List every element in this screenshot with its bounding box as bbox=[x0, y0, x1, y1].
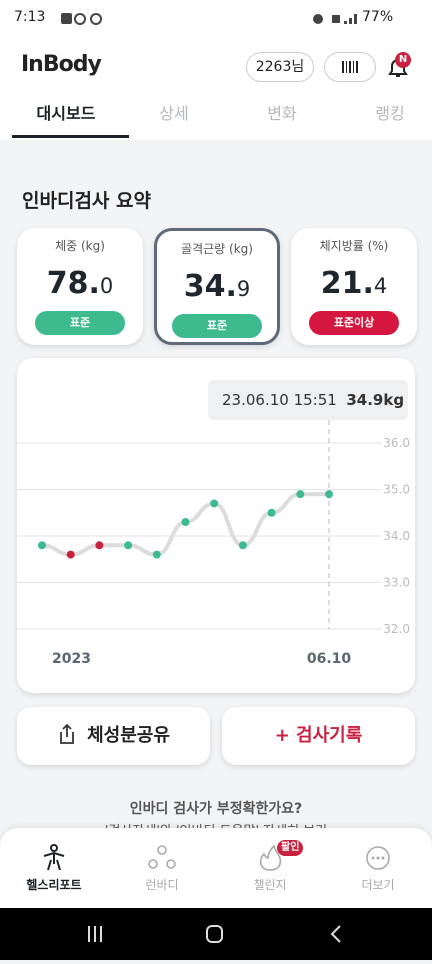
y-tick-label: 35.0 bbox=[383, 483, 410, 497]
point bbox=[267, 508, 276, 517]
card-label: 골격근량 (kg) bbox=[181, 242, 253, 256]
value-main: 78. bbox=[46, 266, 100, 301]
chart: 32.0 33.0 34.0 35.0 36.0 2023 06.10 bbox=[17, 420, 410, 667]
tab-indicator bbox=[12, 135, 129, 138]
status-pill: 표준 bbox=[172, 314, 262, 338]
y-tick-label: 36.0 bbox=[383, 436, 410, 450]
point bbox=[296, 490, 305, 499]
bottom-nav: 팔인 헬스리포트 런바디 챌린지 더보기 bbox=[0, 828, 432, 908]
chart-card: 32.0 33.0 34.0 35.0 36.0 2023 06.10 23.06.10 1… bbox=[17, 358, 415, 693]
point bbox=[181, 518, 190, 527]
tooltip: 23.06.10 15:51 34.9kg bbox=[208, 380, 408, 420]
value-decimal: 0 bbox=[99, 274, 114, 298]
y-tick-label: 34.0 bbox=[383, 529, 410, 543]
x-tick-label: 06.10 bbox=[307, 651, 352, 667]
point bbox=[38, 541, 46, 550]
summary-card[interactable]: 체중 (kg) 78.0 표준 bbox=[17, 228, 143, 345]
value-main: 21. bbox=[320, 266, 374, 301]
status-pill: 표준이상 bbox=[309, 311, 399, 335]
tab[interactable]: 랭킹 bbox=[375, 104, 405, 123]
status-indicators bbox=[312, 10, 362, 24]
status-pill: 표준 bbox=[35, 311, 125, 335]
value-main: 34. bbox=[183, 269, 237, 304]
card-label: 체지방률 (%) bbox=[319, 239, 389, 253]
y-tick-label: 32.0 bbox=[383, 622, 410, 636]
point bbox=[66, 550, 75, 559]
nav-item[interactable]: 더보기 bbox=[361, 878, 395, 892]
nav-item[interactable]: 헬스리포트 bbox=[26, 878, 82, 892]
card-value: 21.4 bbox=[291, 266, 417, 301]
tab[interactable]: 대시보드 bbox=[36, 104, 96, 123]
record-button[interactable]: + 검사기록 bbox=[222, 707, 415, 765]
summary-card[interactable]: 골격근량 (kg) 34.9 표준 bbox=[154, 228, 280, 345]
logo: InBody bbox=[21, 52, 102, 77]
nav-badge: 팔인 bbox=[277, 840, 304, 856]
notice-question: 인바디 검사가 부정확한가요? bbox=[129, 801, 303, 817]
battery: 77% bbox=[362, 9, 394, 25]
share-button[interactable]: 체성분공유 bbox=[17, 707, 210, 765]
card-value: 78.0 bbox=[17, 266, 143, 301]
point bbox=[124, 541, 133, 550]
tooltip-value: 34.9kg bbox=[346, 391, 405, 409]
app-header: 7:13 77% InBody 2263님 N 대시보드 상세 변화 랭킹 bbox=[0, 0, 432, 140]
share-label: 체성분공유 bbox=[87, 725, 170, 746]
summary-card[interactable]: 체지방률 (%) 21.4 표준이상 bbox=[291, 228, 417, 345]
card-value: 34.9 bbox=[157, 269, 277, 304]
y-tick-label: 33.0 bbox=[383, 576, 410, 590]
point bbox=[152, 550, 161, 559]
value-decimal: 9 bbox=[236, 277, 251, 301]
nav-item[interactable]: 런바디 bbox=[145, 878, 179, 892]
nav-icons bbox=[43, 844, 390, 871]
x-tick-label: 2023 bbox=[52, 651, 91, 667]
user-chip[interactable]: 2263님 bbox=[246, 52, 314, 82]
status-icons bbox=[60, 10, 104, 25]
nav-item[interactable]: 챌린지 bbox=[253, 878, 287, 892]
point bbox=[210, 499, 219, 508]
tab[interactable]: 변화 bbox=[267, 104, 297, 123]
tab[interactable]: 상세 bbox=[159, 104, 189, 123]
value-decimal: 4 bbox=[373, 274, 388, 298]
card-label: 체중 (kg) bbox=[55, 239, 105, 253]
section-title: 인바디검사 요약 bbox=[22, 190, 151, 212]
tooltip-date: 23.06.10 15:51 bbox=[222, 391, 337, 409]
system-nav bbox=[0, 908, 432, 960]
notification-badge: N bbox=[395, 52, 411, 68]
point bbox=[95, 541, 104, 550]
point bbox=[325, 490, 333, 499]
status-time: 7:13 bbox=[14, 9, 46, 25]
point bbox=[238, 541, 247, 550]
barcode-button[interactable] bbox=[324, 52, 376, 82]
